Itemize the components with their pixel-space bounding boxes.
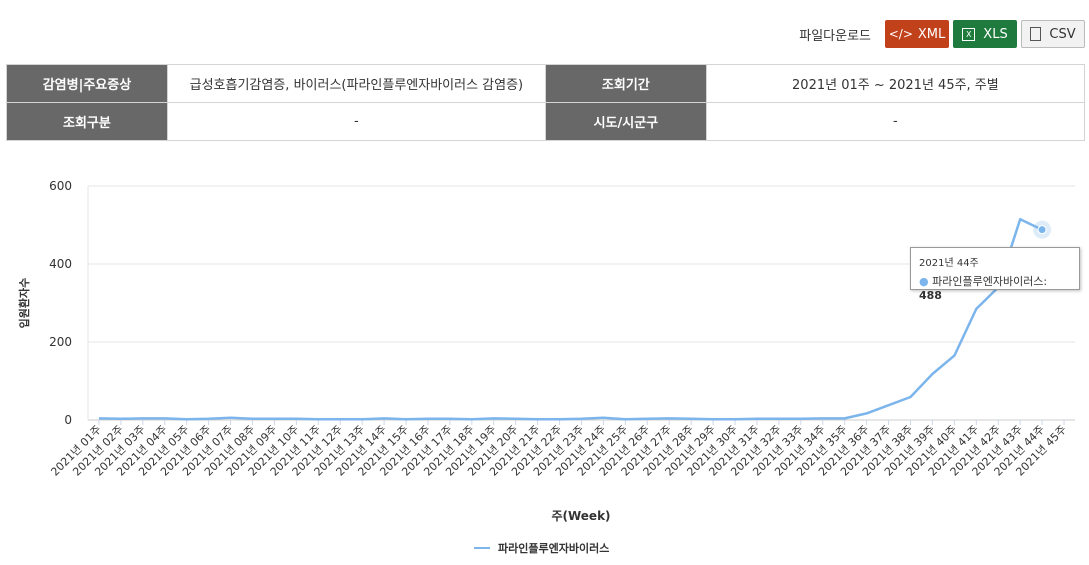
chart-grid: [87, 185, 1075, 421]
category-header: 조회구분: [6, 102, 168, 141]
excel-icon: X: [962, 27, 976, 41]
series-dot-icon: ●: [919, 275, 929, 288]
region-value: -: [705, 102, 1086, 141]
xls-label: XLS: [983, 26, 1008, 42]
xml-download-button[interactable]: </> XML: [885, 20, 949, 48]
y-tick-label: 400: [49, 257, 72, 271]
csv-label: CSV: [1049, 26, 1076, 42]
series-group: [98, 217, 1052, 421]
download-bar: 파일다운로드 </> XML X XLS CSV: [799, 19, 1085, 49]
code-icon: </>: [888, 27, 913, 41]
y-axis-label: 입원환자수: [17, 278, 31, 329]
disease-header: 감염병|주요증상: [6, 64, 168, 103]
period-value: 2021년 01주 ~ 2021년 45주, 주별: [705, 64, 1086, 103]
y-tick-label: 200: [49, 335, 72, 349]
y-tick-label: 600: [49, 179, 72, 193]
query-info-table: 감염병|주요증상 급성호흡기감염증, 바이러스(파라인플루엔자바이러스 감염증)…: [6, 64, 1086, 141]
disease-value: 급성호흡기감염증, 바이러스(파라인플루엔자바이러스 감염증): [166, 64, 546, 103]
y-tick-label: 0: [64, 413, 72, 427]
legend-label[interactable]: 파라인플루엔자바이러스: [498, 541, 609, 555]
xls-download-button[interactable]: X XLS: [953, 20, 1017, 48]
series-line[interactable]: [98, 217, 1043, 421]
download-label: 파일다운로드: [799, 28, 871, 44]
region-header: 시도/시군구: [544, 102, 707, 141]
document-icon: [1030, 27, 1042, 41]
category-value: -: [166, 102, 546, 141]
period-header: 조회기간: [544, 64, 707, 103]
tooltip-title: 2021년 44주: [919, 258, 979, 269]
x-axis-label: 주(Week): [551, 509, 610, 523]
y-axis-ticks: 0 200 400 600: [49, 179, 72, 427]
csv-download-button[interactable]: CSV: [1021, 20, 1085, 48]
tooltip-value: 488: [919, 289, 942, 302]
data-tooltip: 2021년 44주 ● 파라인플루엔자바이러스: 488: [910, 247, 1080, 302]
xml-label: XML: [917, 26, 946, 42]
tooltip-series: 파라인플루엔자바이러스:: [932, 275, 1048, 288]
data-point[interactable]: [1037, 225, 1047, 235]
legend[interactable]: 파라인플루엔자바이러스: [474, 541, 609, 555]
